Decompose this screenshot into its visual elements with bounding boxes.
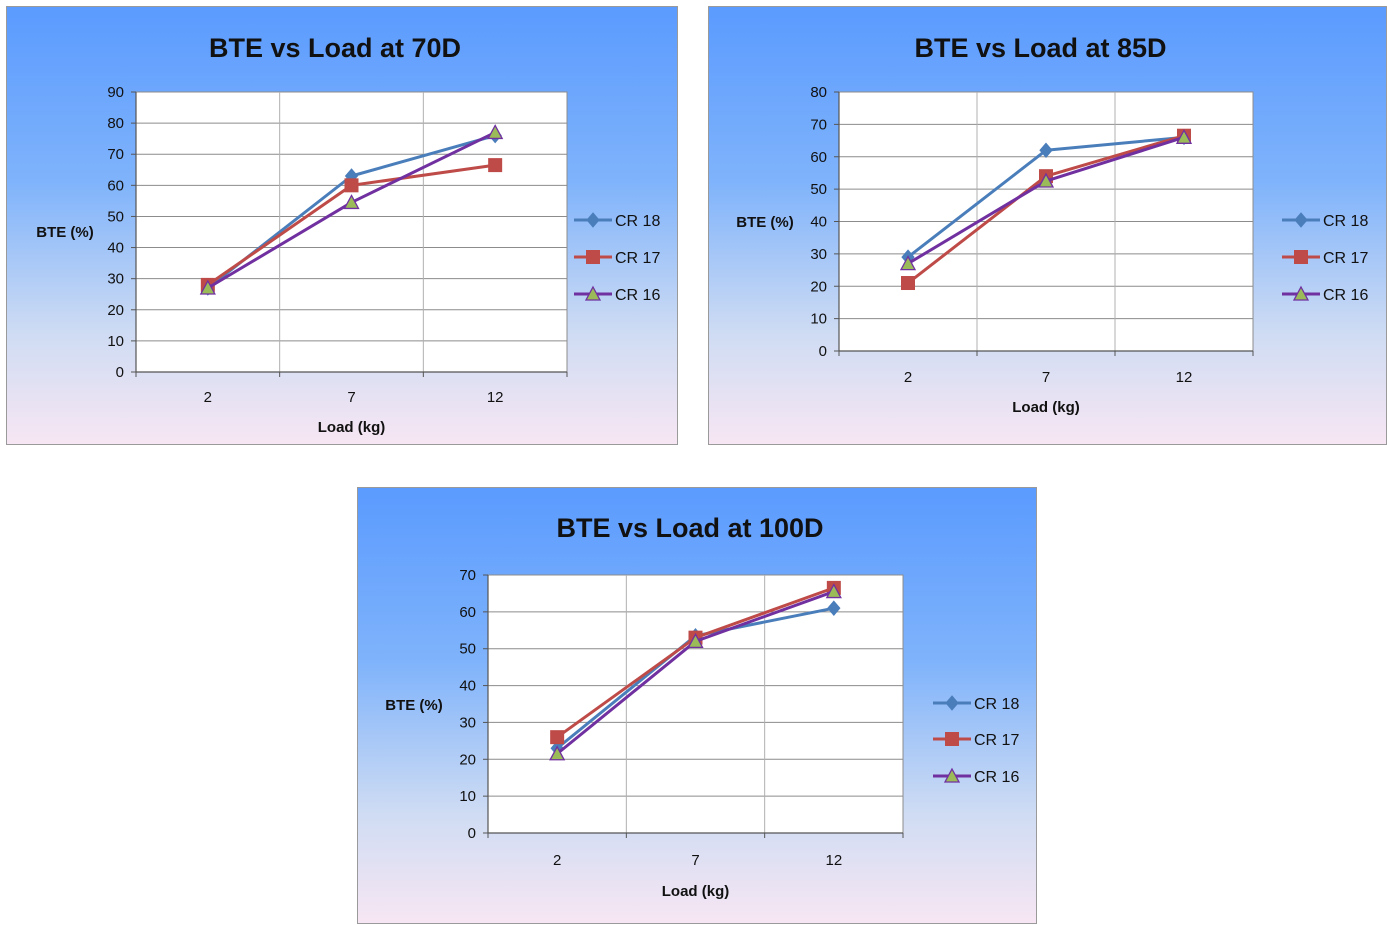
y-axis-label: BTE (%) (736, 214, 794, 231)
data-point (899, 255, 917, 271)
chart-svg: BTE vs Load at 70D 0 10 20 30 40 50 60 70 80 90 2 7 1… (36, 33, 660, 436)
x-tick-label: 12 (825, 852, 842, 869)
legend-item: CR 16 (933, 767, 1019, 786)
legend-label: CR 16 (615, 287, 660, 304)
x-tick-label: 2 (204, 389, 212, 406)
legend-item: CR 16 (574, 285, 660, 304)
legend-item: CR 18 (574, 212, 660, 230)
data-point (1175, 128, 1193, 144)
x-tick-label: 12 (1176, 369, 1193, 386)
legend-marker (945, 695, 959, 711)
y-tick-label: 10 (810, 311, 827, 328)
x-tick-label: 7 (691, 852, 699, 869)
y-tick-label: 40 (810, 214, 827, 231)
y-tick-label: 20 (810, 278, 827, 295)
series-cr-16 (549, 583, 842, 761)
chart-title: BTE vs Load at 70D (209, 33, 461, 63)
y-tick-label: 40 (459, 678, 476, 695)
y-tick-label: 20 (107, 302, 124, 319)
legend-marker (586, 250, 600, 264)
data-point (901, 276, 915, 291)
x-tick-label: 2 (553, 852, 561, 869)
y-tick-label: 40 (107, 240, 124, 257)
legend-marker (945, 732, 959, 746)
data-point (199, 279, 216, 295)
y-tick-label: 10 (107, 333, 124, 350)
series-cr-16 (899, 128, 1193, 271)
y-tick-label: 30 (459, 714, 476, 731)
data-point (1037, 172, 1055, 188)
legend-label: CR 17 (1323, 250, 1368, 267)
chart-panel-85d: BTE vs Load at 85D 0 10 20 30 40 50 60 70 80 2 7 12 L… (708, 6, 1387, 445)
y-tick-label: 50 (810, 181, 827, 198)
y-tick-label: 50 (107, 208, 124, 225)
x-axis-label: Load (kg) (1012, 399, 1080, 416)
data-point (550, 730, 565, 745)
legend-label: CR 18 (615, 213, 660, 230)
plot-area (487, 574, 904, 834)
x-tick-label: 12 (487, 389, 504, 406)
x-axis-label: Load (kg) (662, 883, 730, 900)
y-tick-label: 0 (116, 364, 124, 381)
legend-label: CR 18 (974, 696, 1019, 713)
legend-marker (1292, 285, 1310, 301)
data-point (549, 745, 566, 761)
legend-marker (586, 212, 600, 228)
y-tick-label: 90 (107, 84, 124, 101)
data-point (825, 583, 842, 599)
legend-marker (584, 285, 602, 301)
chart-title: BTE vs Load at 100D (556, 513, 823, 543)
data-point (827, 600, 841, 616)
legend-item: CR 18 (1282, 212, 1368, 230)
chart-title: BTE vs Load at 85D (914, 33, 1166, 63)
legend-label: CR 16 (1323, 287, 1368, 304)
legend-item: CR 16 (1282, 285, 1368, 304)
data-point (1039, 142, 1053, 159)
legend-label: CR 17 (974, 732, 1019, 749)
y-tick-label: 70 (810, 116, 827, 133)
data-point (343, 194, 360, 210)
y-tick-label: 70 (459, 567, 476, 584)
legend-marker (943, 767, 961, 783)
series-cr-16 (199, 124, 504, 295)
chart-panel-100d: BTE vs Load at 100D 0 10 20 30 40 50 60 70 2 7 12 Lo… (357, 487, 1037, 924)
plot-area (135, 91, 568, 373)
legend-label: CR 17 (615, 250, 660, 267)
y-axis-label: BTE (%) (385, 697, 443, 714)
legend-item: CR 18 (933, 695, 1019, 713)
y-tick-label: 60 (459, 604, 476, 621)
data-point (344, 178, 359, 193)
legend-item: CR 17 (574, 250, 660, 267)
data-point (488, 158, 503, 173)
legend-marker (1294, 250, 1308, 264)
chart-svg: BTE vs Load at 100D 0 10 20 30 40 50 60 70 2 7 12 Lo… (385, 513, 1019, 900)
y-tick-label: 80 (810, 84, 827, 101)
x-tick-label: 7 (347, 389, 355, 406)
x-tick-label: 2 (904, 369, 912, 386)
y-tick-label: 20 (459, 751, 476, 768)
chart-svg: BTE vs Load at 85D 0 10 20 30 40 50 60 70 80 2 7 12 L… (736, 33, 1368, 416)
y-tick-label: 0 (468, 825, 476, 842)
y-tick-label: 60 (810, 149, 827, 166)
x-axis-label: Load (kg) (318, 419, 386, 436)
data-point (687, 632, 704, 648)
y-tick-label: 0 (819, 343, 827, 360)
y-tick-label: 30 (810, 246, 827, 263)
y-tick-label: 80 (107, 115, 124, 132)
chart-panel-70d: BTE vs Load at 70D 0 10 20 30 40 50 60 70 80 90 2 7 1… (6, 6, 678, 445)
data-point (487, 124, 504, 140)
y-axis-label: BTE (%) (36, 224, 94, 241)
y-tick-label: 50 (459, 641, 476, 658)
y-tick-label: 30 (107, 271, 124, 288)
y-tick-label: 60 (107, 177, 124, 194)
legend-item: CR 17 (1282, 250, 1368, 267)
legend-item: CR 17 (933, 732, 1019, 749)
legend-marker (1294, 212, 1308, 228)
legend-label: CR 16 (974, 769, 1019, 786)
x-tick-label: 7 (1042, 369, 1050, 386)
legend-label: CR 18 (1323, 213, 1368, 230)
y-tick-label: 70 (107, 146, 124, 163)
y-tick-label: 10 (459, 788, 476, 805)
